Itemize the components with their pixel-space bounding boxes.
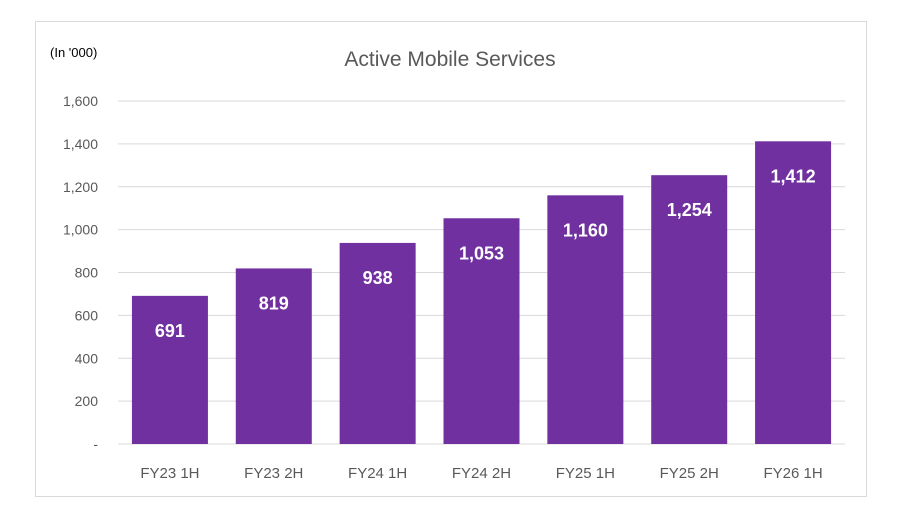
bar <box>235 268 312 444</box>
data-label: 1,160 <box>563 220 608 240</box>
y-tick-label: 1,200 <box>63 179 98 195</box>
bar <box>443 218 520 444</box>
bar <box>755 141 832 445</box>
x-tick-label: FY24 2H <box>452 465 511 482</box>
bar <box>651 175 728 444</box>
bar <box>339 242 416 444</box>
bar <box>547 195 624 444</box>
y-tick-label: 800 <box>75 265 99 281</box>
data-labels: 691 819 938 1,053 1,160 1,254 1,412 <box>155 166 816 341</box>
x-tick-label: FY26 1H <box>763 465 822 482</box>
data-label: 1,254 <box>667 200 712 220</box>
x-tick-label: FY25 1H <box>556 465 615 482</box>
x-axis-ticks: FY23 1H FY23 2H FY24 1H FY24 2H FY25 1H FY25 … <box>140 465 822 482</box>
data-label: 819 <box>259 293 289 313</box>
y-tick-label: 600 <box>75 307 99 323</box>
y-tick-label: 1,000 <box>63 222 98 238</box>
y-tick-label: 1,400 <box>63 136 98 152</box>
data-label: 691 <box>155 321 185 341</box>
x-tick-label: FY23 2H <box>244 465 303 482</box>
data-label: 938 <box>363 268 393 288</box>
y-tick-label: 400 <box>75 350 99 366</box>
data-label: 1,412 <box>771 166 816 186</box>
x-tick-label: FY23 1H <box>140 465 199 482</box>
bar <box>131 295 208 444</box>
y-tick-label: 200 <box>75 393 99 409</box>
data-label: 1,053 <box>459 243 504 263</box>
x-tick-label: FY24 1H <box>348 465 407 482</box>
chart-title: Active Mobile Services <box>344 48 555 71</box>
bars <box>131 141 832 445</box>
y-tick-label: - <box>93 436 98 452</box>
unit-note: (In '000) <box>50 45 97 60</box>
y-axis-ticks: - 200 400 600 800 1,000 1,200 1,400 1,600 <box>63 93 98 452</box>
x-tick-label: FY25 2H <box>660 465 719 482</box>
y-tick-label: 1,600 <box>63 93 98 109</box>
